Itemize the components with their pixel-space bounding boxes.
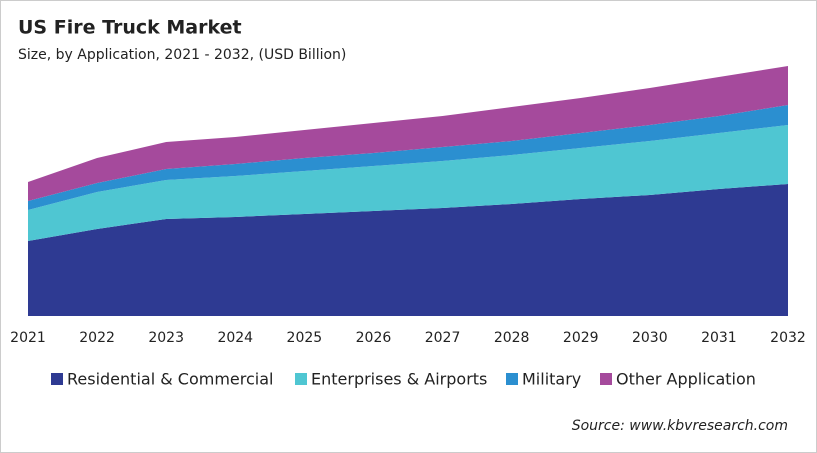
- chart-subtitle: Size, by Application, 2021 - 2032, (USD …: [18, 47, 346, 63]
- x-tick-label: 2031: [701, 330, 737, 346]
- area: [28, 125, 788, 241]
- legend-label: Enterprises & Airports: [311, 370, 487, 389]
- legend-label: Other Application: [616, 370, 756, 389]
- area: [28, 184, 788, 316]
- source: Source: www.kbvresearch.com: [572, 418, 788, 434]
- legend-swatch: [600, 373, 612, 385]
- x-tick-label: 2025: [287, 330, 323, 346]
- x-tick-label: 2027: [425, 330, 461, 346]
- x-tick-label: 2030: [632, 330, 668, 346]
- x-tick-label: 2032: [770, 330, 806, 346]
- chart-title: US Fire Truck Market: [18, 17, 242, 39]
- x-tick-label: 2026: [356, 330, 392, 346]
- legend-label: Military: [522, 370, 581, 389]
- legend-swatch: [506, 373, 518, 385]
- x-tick-label: 2024: [217, 330, 253, 346]
- x-tick-label: 2023: [148, 330, 184, 346]
- x-tick-label: 2022: [79, 330, 115, 346]
- legend-swatch: [295, 373, 307, 385]
- legend-label: Residential & Commercial: [67, 370, 273, 389]
- x-tick-label: 2021: [10, 330, 46, 346]
- area: [28, 105, 788, 210]
- x-tick-label: 2029: [563, 330, 599, 346]
- legend-swatch: [51, 373, 63, 385]
- area: [28, 66, 788, 201]
- x-tick-label: 2028: [494, 330, 530, 346]
